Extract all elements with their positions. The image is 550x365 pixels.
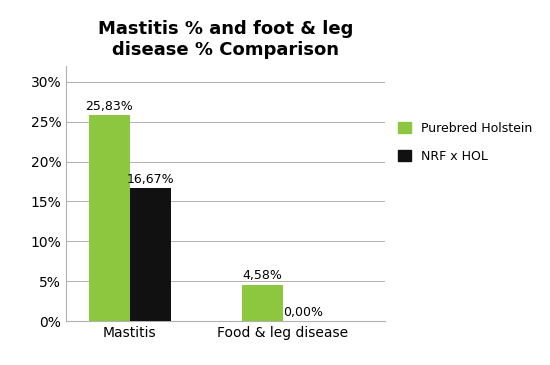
Bar (89, 115, 130, 321)
Text: 0,00%: 0,00% (283, 306, 323, 319)
Bar (242, 285, 283, 321)
Bar (130, 188, 170, 321)
Text: 16,67%: 16,67% (126, 173, 174, 186)
Text: 4,58%: 4,58% (243, 269, 283, 282)
Title: Mastitis % and foot & leg
disease % Comparison: Mastitis % and foot & leg disease % Comp… (98, 20, 353, 59)
Text: 25,83%: 25,83% (85, 100, 133, 112)
Legend: Purebred Holstein, NRF x HOL: Purebred Holstein, NRF x HOL (394, 118, 536, 166)
